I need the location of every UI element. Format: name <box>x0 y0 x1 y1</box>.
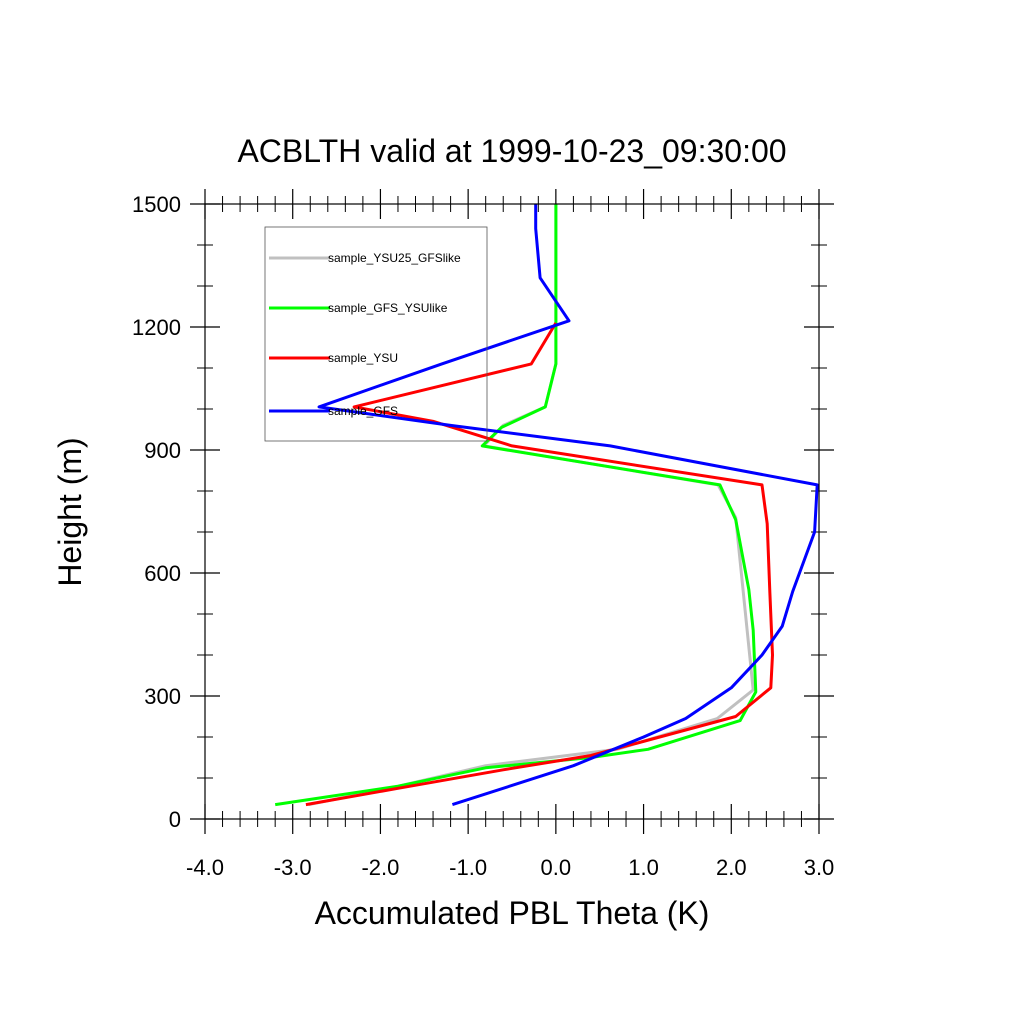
y-tick-label: 1500 <box>132 192 181 217</box>
x-tick-label: -2.0 <box>361 855 399 880</box>
x-axis-label: Accumulated PBL Theta (K) <box>315 895 710 931</box>
legend-label: sample_GFS_YSUlike <box>328 301 448 315</box>
legend-box <box>264 226 488 442</box>
series-layer <box>274 204 819 807</box>
series-line-sample_YSU <box>305 322 774 807</box>
legend-label: sample_YSU <box>328 351 398 365</box>
y-tick-label: 300 <box>144 684 181 709</box>
y-tick-label: 0 <box>169 807 181 832</box>
legend-label: sample_GFS <box>328 404 398 418</box>
x-tick-label: 0.0 <box>541 855 572 880</box>
legend: sample_YSU25_GFSlike sample_GFS_YSUlikesa… <box>264 226 488 442</box>
x-tick-label: -3.0 <box>274 855 312 880</box>
x-tick-label: 3.0 <box>804 855 835 880</box>
x-tick-label: -4.0 <box>186 855 224 880</box>
legend-label: sample_YSU25_GFSlike <box>328 251 461 265</box>
series-line-sample_GFS <box>317 204 819 807</box>
plot-frame <box>204 203 820 820</box>
x-tick-label: -1.0 <box>449 855 487 880</box>
y-tick-label: 1200 <box>132 315 181 340</box>
x-tick-label: 2.0 <box>716 855 747 880</box>
y-tick-label: 900 <box>144 438 181 463</box>
chart-title: ACBLTH valid at 1999-10-23_09:30:00 <box>237 133 786 169</box>
y-tick-label: 600 <box>144 561 181 586</box>
y-axis-label: Height (m) <box>52 437 88 586</box>
x-tick-label: 1.0 <box>628 855 659 880</box>
